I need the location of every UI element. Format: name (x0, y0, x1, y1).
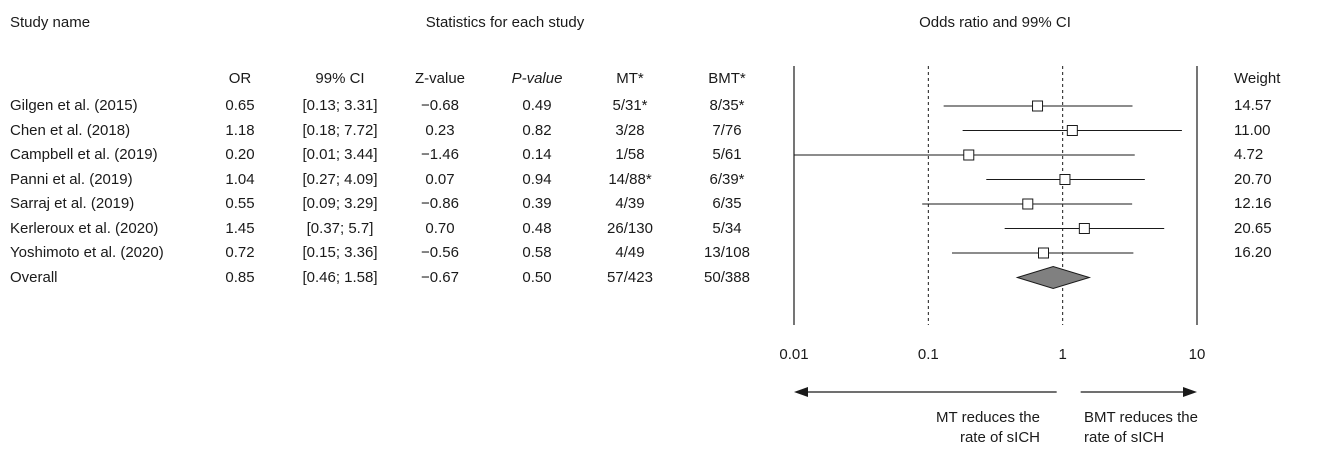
z-value: −0.56 (421, 244, 459, 261)
ci-value: [0.18; 7.72] (302, 121, 378, 139)
p-value: 0.82 (522, 121, 552, 139)
bmt-value: 6/35 (712, 195, 742, 212)
ci-value: [0.01; 3.44] (302, 146, 378, 163)
z-value: −1.46 (421, 146, 459, 163)
bmt-value: 13/108 (704, 244, 750, 261)
effect-marker (1066, 125, 1078, 136)
overall-label: Overall (10, 268, 58, 286)
or-value: 0.85 (225, 268, 255, 286)
or-value: 1.04 (225, 170, 255, 188)
z-value: −0.86 (421, 195, 459, 212)
ci-value: [0.37; 5.7] (306, 219, 374, 237)
bmt-value: 6/39* (709, 170, 745, 188)
weight-value: 11.00 (1234, 121, 1271, 139)
p-value: 0.48 (522, 219, 552, 237)
mt-value: 3/28 (615, 121, 645, 139)
mt-value: 4/49 (615, 244, 645, 261)
p-value: 0.94 (522, 170, 552, 188)
overall-diamond (1015, 265, 1092, 290)
or-value: 0.20 (225, 146, 255, 163)
p-value: 0.49 (522, 97, 552, 114)
right-direction-line1: BMT reduces the (1084, 409, 1198, 426)
column-header-bmt: BMT* (708, 70, 746, 87)
ci-value: [0.46; 1.58] (302, 268, 378, 286)
or-value: 1.18 (225, 121, 255, 139)
bmt-value: 50/388 (704, 268, 750, 286)
or-value: 0.65 (225, 97, 255, 114)
ci-value: [0.27; 4.09] (302, 170, 378, 188)
mt-value: 1/58 (615, 146, 645, 163)
effect-marker (1038, 247, 1050, 259)
left-arrow-head (794, 387, 808, 397)
bmt-value: 7/76 (712, 121, 742, 139)
study-name: Yoshimoto et al. (2020) (10, 244, 164, 261)
column-header-ci: 99% CI (315, 70, 365, 87)
ci-value: [0.13; 3.31] (302, 97, 378, 114)
p-value: 0.39 (522, 195, 552, 212)
p-value: 0.58 (522, 244, 552, 261)
mt-value: 57/423 (607, 268, 653, 286)
p-value: 0.14 (522, 146, 552, 163)
mt-value: 26/130 (607, 219, 653, 237)
study-name: Panni et al. (2019) (10, 170, 133, 188)
statistics-header: Statistics for each study (425, 14, 585, 31)
column-header-or: OR (228, 70, 252, 87)
axis-tick-label: 10 (1189, 346, 1206, 363)
or-value: 1.45 (225, 219, 255, 237)
weight-value: 20.70 (1234, 170, 1272, 188)
bmt-value: 5/34 (712, 219, 742, 237)
column-header-z: Z-value (414, 70, 466, 87)
weight-value: 14.57 (1234, 97, 1272, 114)
z-value: −0.68 (421, 97, 459, 114)
axis-tick-label: 1 (1058, 346, 1066, 363)
z-value: 0.70 (425, 219, 455, 237)
study-name-header: Study name (10, 14, 91, 31)
right-arrow-head (1183, 387, 1197, 397)
weight-value: 12.16 (1234, 195, 1272, 212)
effect-marker (1022, 198, 1034, 210)
column-header-p: P-value (511, 70, 563, 87)
weight-value: 20.65 (1234, 219, 1272, 237)
p-value: 0.50 (522, 268, 552, 286)
mt-value: 14/88* (608, 170, 652, 188)
left-direction-line1: MT reduces the (936, 409, 1040, 426)
effect-marker (963, 149, 975, 161)
axis-tick-label: 0.01 (779, 346, 808, 363)
plot-title: Odds ratio and 99% CI (919, 14, 1071, 31)
right-direction-line2: rate of sICH (1084, 429, 1165, 446)
z-value: 0.07 (425, 170, 455, 188)
left-direction-line2: rate of sICH (959, 429, 1040, 446)
bmt-value: 8/35* (709, 97, 745, 114)
mt-value: 4/39 (615, 195, 645, 212)
study-name: Chen et al. (2018) (10, 121, 131, 139)
mt-value: 5/31* (612, 97, 648, 114)
right-direction-label: BMT reduces the rate of sICH (1084, 408, 1198, 448)
study-name: Sarraj et al. (2019) (10, 195, 135, 212)
left-direction-label: MT reduces the rate of sICH (904, 408, 1040, 448)
weight-value: 4.72 (1234, 146, 1264, 163)
weight-value: 16.20 (1234, 244, 1272, 261)
or-value: 0.55 (225, 195, 255, 212)
z-value: 0.23 (425, 121, 455, 139)
bmt-value: 5/61 (712, 146, 742, 163)
weight-header: Weight (1234, 70, 1281, 87)
study-name: Kerleroux et al. (2020) (10, 219, 159, 237)
effect-marker (1078, 223, 1090, 234)
study-name: Campbell et al. (2019) (10, 146, 158, 163)
z-value: −0.67 (421, 268, 459, 286)
ci-value: [0.15; 3.36] (302, 244, 378, 261)
effect-marker (1032, 100, 1044, 112)
axis-tick-label: 0.1 (918, 346, 939, 363)
study-name: Gilgen et al. (2015) (10, 97, 138, 114)
column-header-mt: MT* (616, 70, 644, 87)
or-value: 0.72 (225, 244, 255, 261)
effect-marker (1059, 174, 1071, 185)
ci-value: [0.09; 3.29] (302, 195, 378, 212)
